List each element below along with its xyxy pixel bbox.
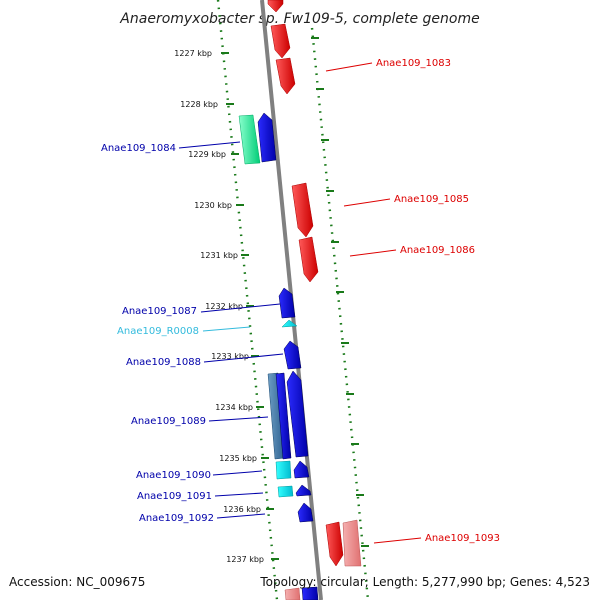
- gene-label[interactable]: Anae109_R0008: [117, 326, 199, 337]
- tick-label: 1236 kbp: [223, 505, 261, 514]
- gene-label[interactable]: Anae109_1091: [137, 491, 212, 502]
- tick-label: 1235 kbp: [219, 454, 257, 463]
- map-title: Anaeromyxobacter sp. Fw109-5, complete g…: [119, 11, 479, 27]
- gene-label[interactable]: Anae109_1092: [139, 513, 214, 524]
- rna-arrow[interactable]: [281, 319, 298, 328]
- gene-block[interactable]: [238, 114, 261, 165]
- gene-block[interactable]: [277, 485, 294, 498]
- tick-label: 1231 kbp: [200, 251, 238, 260]
- genome-summary: Topology: circular; Length: 5,277,990 bp…: [259, 575, 590, 589]
- gene-label[interactable]: Anae109_1088: [126, 357, 201, 368]
- gene-arrow[interactable]: [278, 287, 296, 319]
- tick-label: 1227 kbp: [174, 49, 212, 58]
- right-leader-lines: [325, 62, 422, 544]
- gene-arrow[interactable]: [283, 340, 302, 370]
- gene-block[interactable]: [301, 586, 319, 600]
- gene-block[interactable]: [275, 372, 292, 460]
- gene-arrow[interactable]: [257, 112, 277, 163]
- gene-arrow[interactable]: [270, 23, 291, 59]
- tick-label: 1233 kbp: [211, 352, 249, 361]
- gene-label[interactable]: Anae109_1089: [131, 416, 206, 427]
- gene-label[interactable]: Anae109_1083: [376, 58, 451, 69]
- gene-arrow[interactable]: [286, 370, 309, 458]
- outer-tick-marks: [311, 37, 369, 547]
- gene-arrow[interactable]: [293, 460, 310, 479]
- reverse-strand-genes: [238, 112, 319, 600]
- gene-label[interactable]: Anae109_1085: [394, 194, 469, 205]
- tick-label: 1228 kbp: [180, 100, 218, 109]
- gene-label[interactable]: Anae109_1084: [101, 143, 176, 154]
- tick-label: 1229 kbp: [188, 150, 226, 159]
- gene-arrow[interactable]: [295, 484, 312, 497]
- gene-arrow[interactable]: [325, 521, 344, 567]
- tick-label: 1237 kbp: [226, 555, 264, 564]
- gene-label[interactable]: Anae109_1086: [400, 245, 475, 256]
- tick-label: 1230 kbp: [194, 201, 232, 210]
- gene-label[interactable]: Anae109_1090: [136, 470, 211, 481]
- gene-label[interactable]: Anae109_1093: [425, 533, 500, 544]
- tick-label: 1234 kbp: [215, 403, 253, 412]
- outer-ring: [310, 27, 370, 600]
- gene-arrow[interactable]: [297, 502, 314, 523]
- tick-marks: [221, 52, 279, 560]
- accession-label: Accession: NC_009675: [9, 575, 145, 589]
- gene-block[interactable]: [275, 460, 292, 480]
- tick-label: 1232 kbp: [205, 302, 243, 311]
- forward-strand-genes: [267, 0, 362, 600]
- gene-label[interactable]: Anae109_1087: [122, 306, 197, 317]
- left-leader-lines: [178, 141, 284, 519]
- inner-ring: [216, 0, 279, 600]
- gene-arrow[interactable]: [298, 236, 319, 283]
- gene-arrow[interactable]: [342, 519, 362, 567]
- gene-arrow[interactable]: [275, 57, 296, 95]
- gene-arrow[interactable]: [291, 182, 314, 238]
- gene-arrow[interactable]: [284, 587, 301, 600]
- gene-arrow[interactable]: [267, 0, 284, 13]
